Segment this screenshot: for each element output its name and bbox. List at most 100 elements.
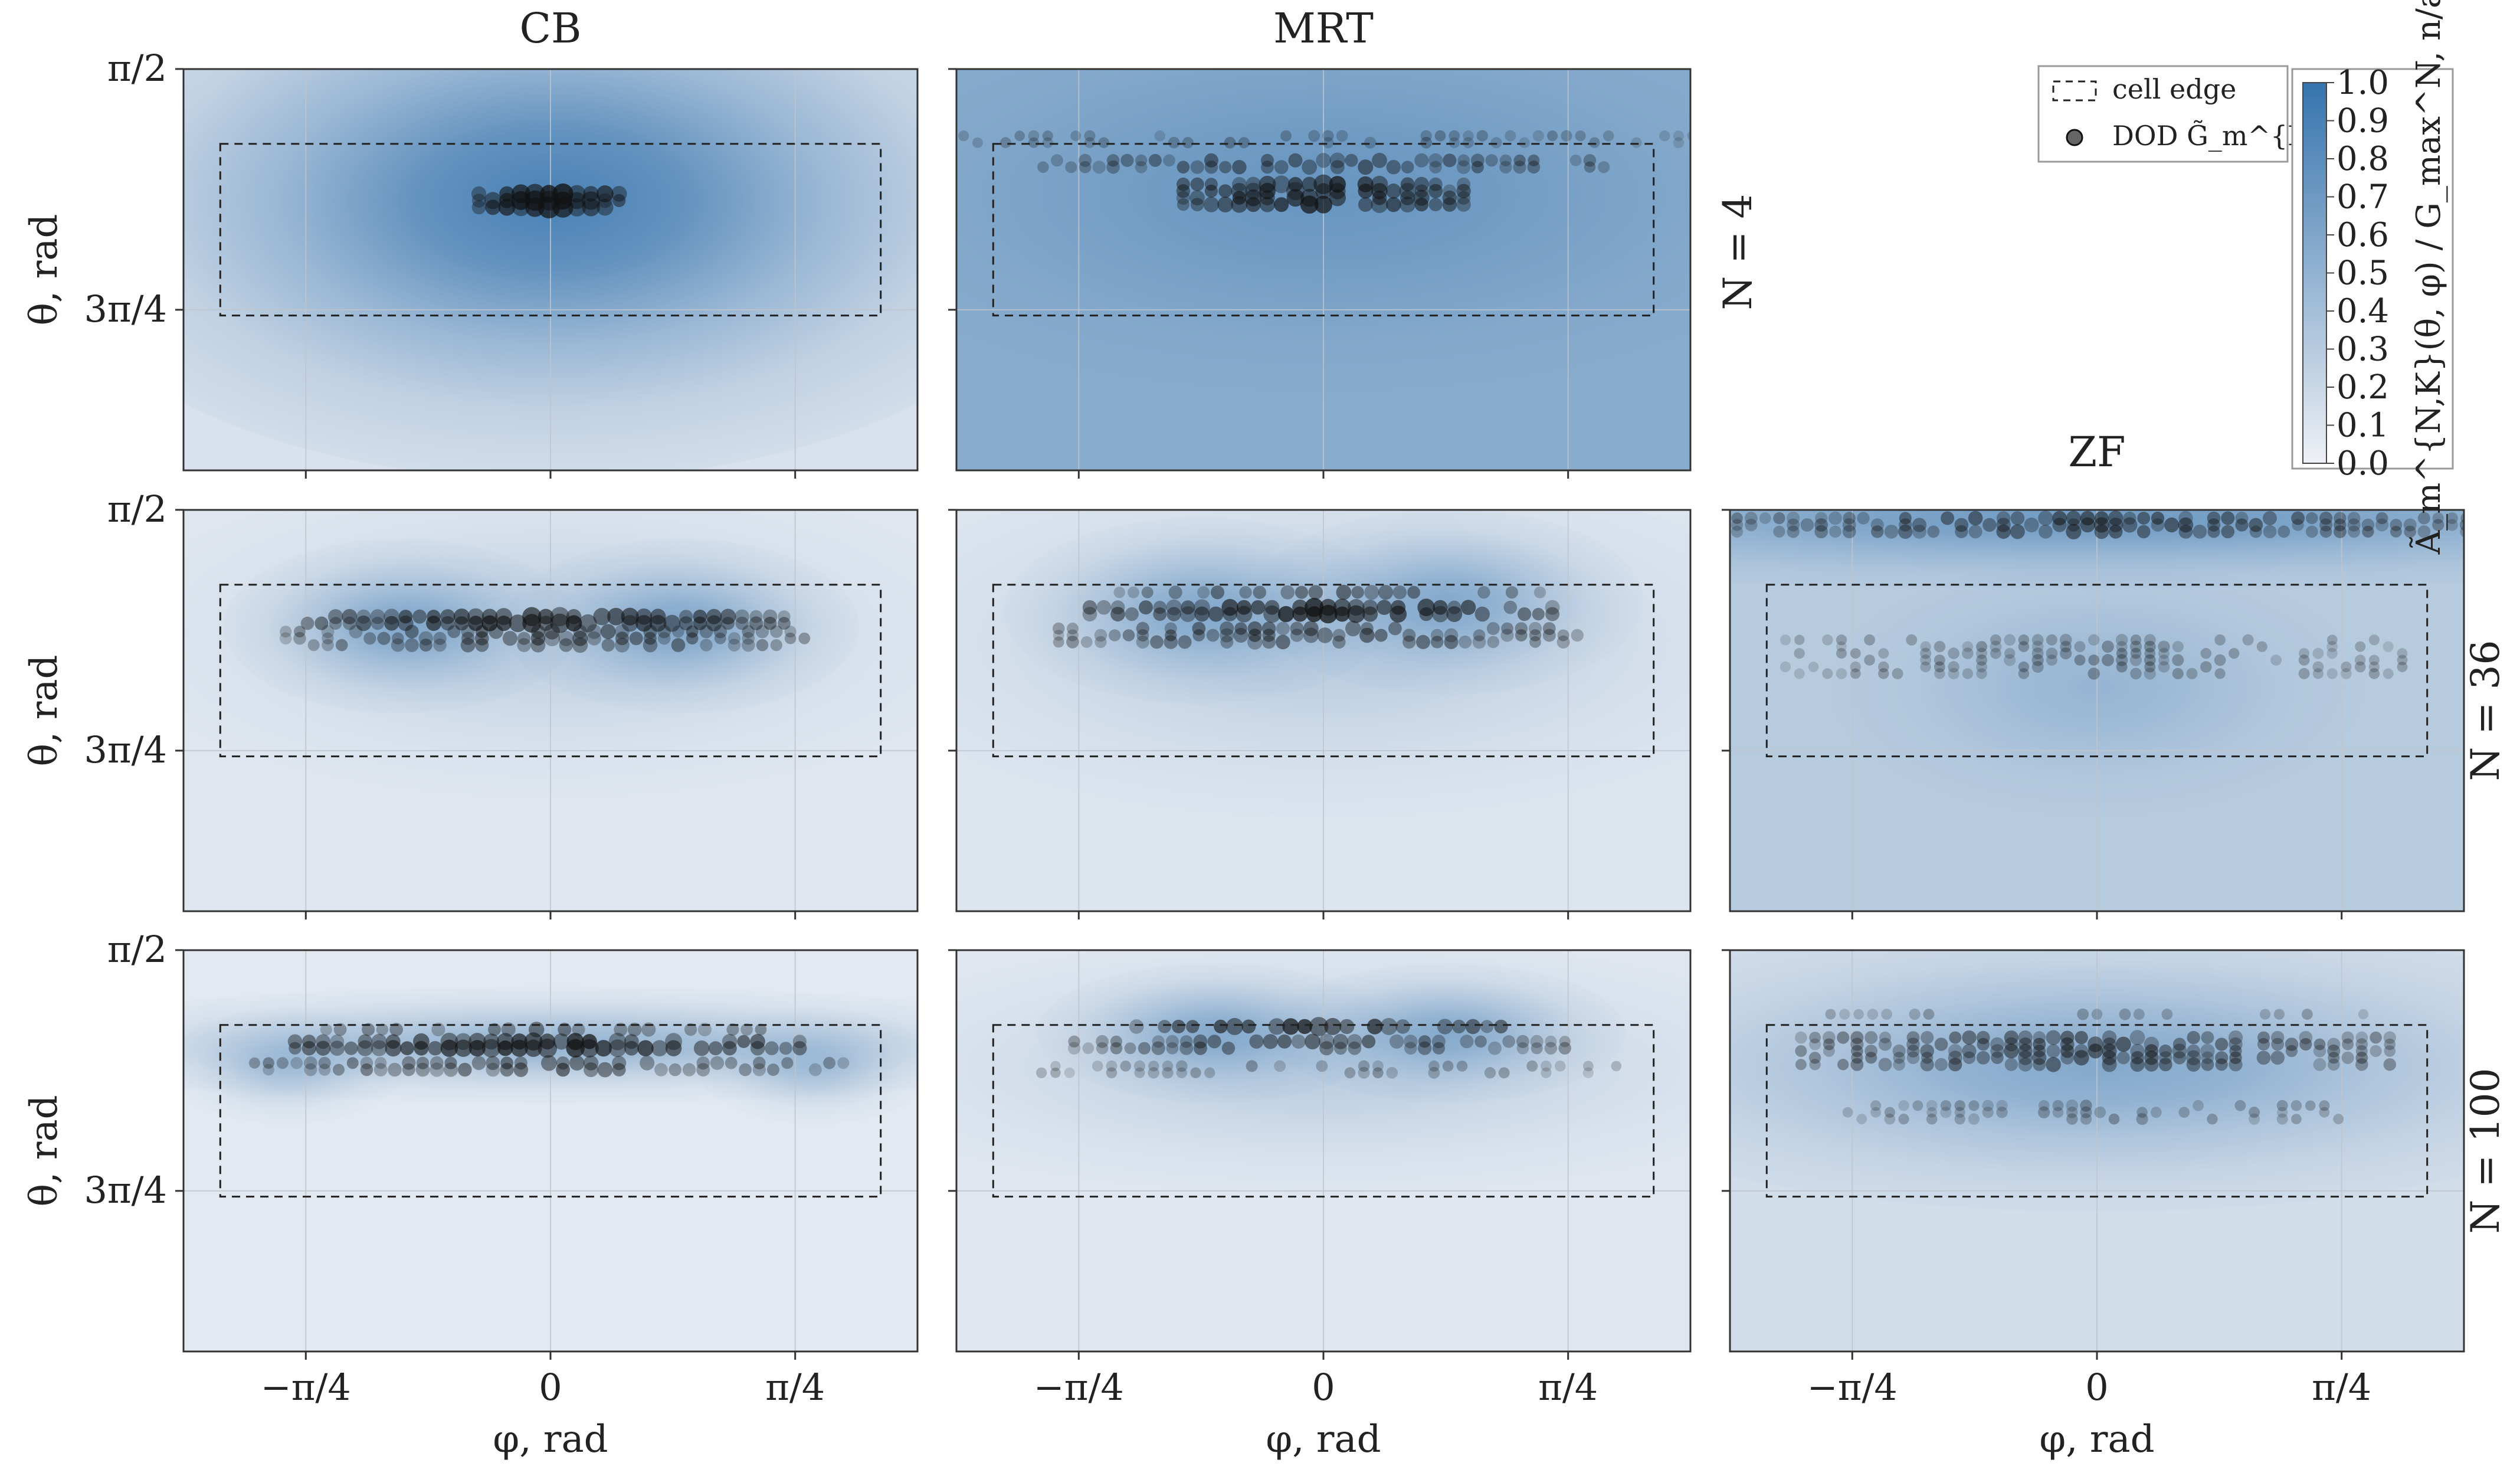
dod-point [643, 637, 658, 653]
dod-point [1249, 1034, 1264, 1049]
dod-point [458, 1062, 472, 1077]
dod-point [1345, 153, 1358, 167]
dod-point [357, 1040, 373, 1056]
dod-point [1825, 1009, 1836, 1020]
dod-point [2370, 1045, 2382, 1057]
dod-point [1092, 1061, 1103, 1072]
dod-point [1241, 1019, 1256, 1034]
dod-point [1166, 607, 1181, 621]
dod-point [486, 1062, 500, 1077]
dod-point [1234, 622, 1247, 635]
dod-point [1053, 630, 1064, 641]
dod-point [2046, 1044, 2060, 1058]
dod-point [2080, 517, 2095, 533]
dod-point [517, 631, 531, 645]
dod-points [279, 607, 811, 653]
dod-point [287, 1034, 303, 1049]
dod-point [1471, 161, 1484, 174]
dod-point [2102, 1043, 2117, 1059]
dod-point [1516, 1035, 1529, 1048]
dod-point [1190, 198, 1204, 211]
dod-point [2018, 1050, 2033, 1065]
dod-point [792, 1041, 807, 1056]
dod-point [2158, 640, 2170, 653]
dod-point [1268, 1018, 1285, 1035]
dod-point [1850, 648, 1861, 659]
dod-point [699, 624, 713, 639]
dod-point [2319, 1100, 2330, 1111]
dod-point [1976, 668, 1987, 679]
dod-point [1541, 1067, 1552, 1078]
dod-point [510, 1039, 528, 1057]
dod-point [474, 631, 489, 646]
dod-point [1414, 184, 1428, 198]
dod-point [755, 625, 769, 639]
dod-point [573, 624, 587, 639]
dod-point [1276, 621, 1290, 636]
dod-point [418, 631, 433, 646]
dod-point [488, 1023, 501, 1036]
dod-point [2375, 512, 2388, 525]
dod-point [1306, 606, 1322, 622]
dod-point [1571, 629, 1584, 642]
dod-point [1865, 1052, 1877, 1064]
dod-point [1717, 519, 1729, 531]
dod-point [1948, 647, 1959, 659]
dod-point [2130, 1043, 2145, 1059]
dod-point [1498, 1067, 1510, 1079]
dod-point [1138, 1042, 1151, 1055]
dod-point [1094, 636, 1107, 648]
dod-point [1094, 629, 1107, 642]
dod-point [1315, 195, 1332, 214]
dod-point [1968, 1100, 1980, 1111]
dod-point [1494, 1019, 1508, 1034]
dod-point [1968, 1113, 1980, 1125]
dod-point [502, 631, 518, 646]
x-tick-label: −π/4 [1034, 1366, 1124, 1409]
dod-point [1106, 1060, 1118, 1072]
dod-point [1920, 641, 1931, 652]
dod-point [1516, 1042, 1529, 1055]
dod-point [1449, 130, 1460, 142]
dod-point [1152, 1035, 1165, 1048]
dod-point [1487, 636, 1500, 649]
dod-point [2355, 1045, 2368, 1057]
dod-point [1223, 607, 1237, 621]
dod-point [1528, 621, 1542, 636]
dod-point [753, 1056, 766, 1069]
dod-point [1800, 518, 1814, 532]
dod-point [1484, 1067, 1496, 1079]
dod-point [1842, 1107, 1853, 1118]
dod-point [2214, 634, 2226, 646]
dod-point [2270, 654, 2282, 666]
dod-point [696, 1063, 710, 1077]
dod-point [1358, 1066, 1370, 1079]
dod-point [1324, 1017, 1342, 1035]
dod-point [2102, 1030, 2117, 1045]
dod-point [2370, 1031, 2382, 1044]
dod-point [1246, 197, 1261, 212]
dod-point [1428, 184, 1443, 198]
dod-point [1272, 175, 1290, 194]
dod-point [1996, 511, 2011, 525]
dod-point [1809, 1059, 1821, 1071]
dod-point [798, 632, 811, 644]
dod-point [1329, 189, 1346, 207]
dod-point [1867, 1009, 1879, 1020]
dod-point [2151, 518, 2165, 532]
dod-point [2355, 1051, 2368, 1064]
dod-point [2161, 1009, 2173, 1020]
dod-point [330, 1034, 345, 1049]
dod-point [615, 631, 629, 646]
dod-point [496, 616, 512, 631]
dod-point [2383, 1058, 2396, 1071]
dod-point [767, 1063, 779, 1076]
dod-point [2397, 654, 2408, 666]
dod-point [720, 608, 736, 625]
dod-point [558, 1023, 572, 1036]
dod-point [1982, 1107, 1994, 1118]
dod-point [512, 198, 530, 217]
dod-point [558, 630, 574, 646]
dod-point [1238, 137, 1250, 149]
dod-point [1190, 1067, 1201, 1079]
